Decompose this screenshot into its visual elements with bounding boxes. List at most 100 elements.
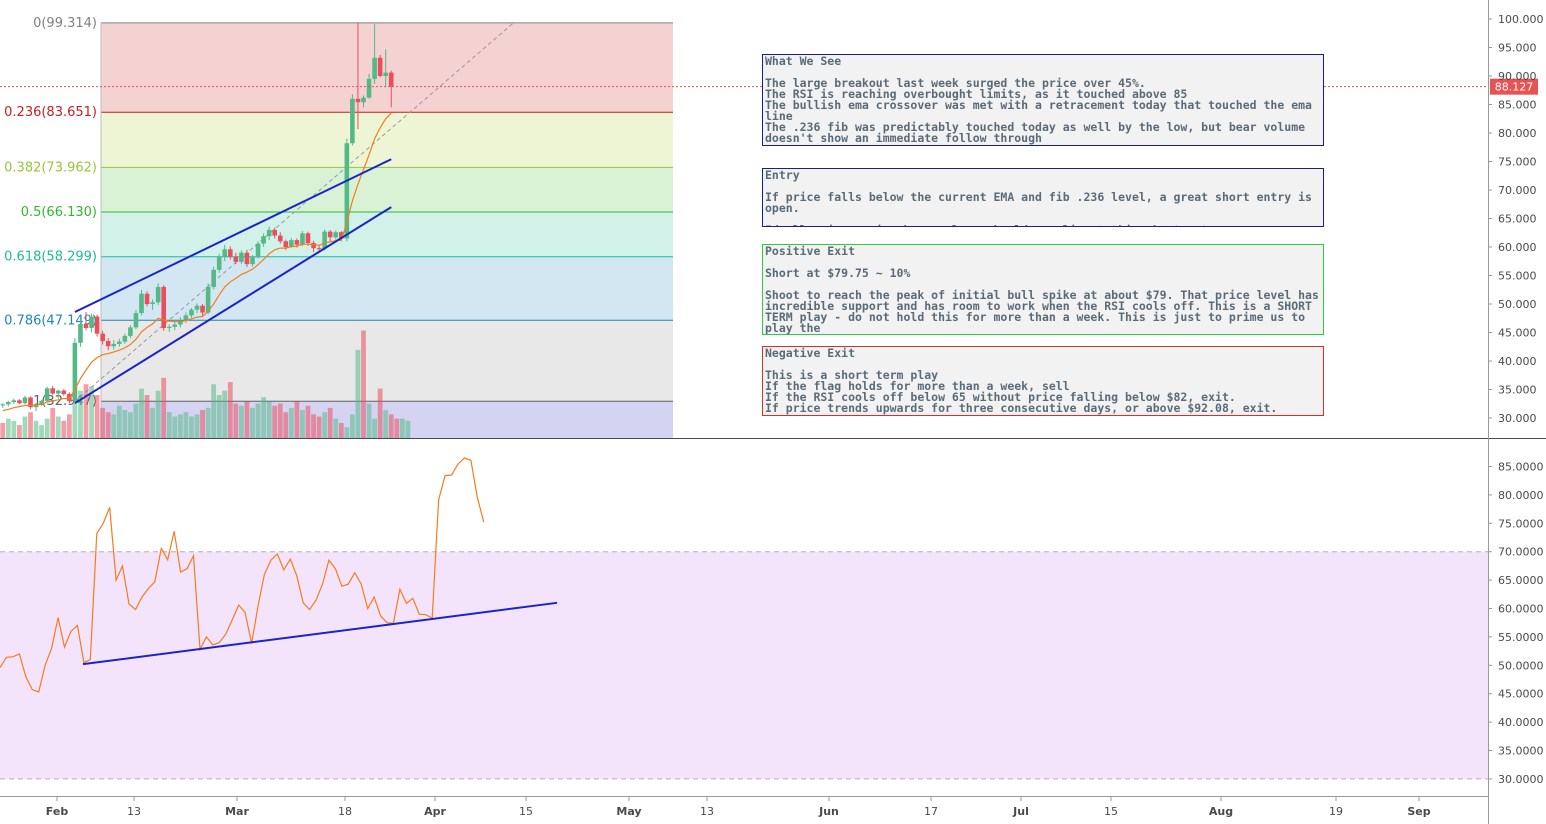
candle[interactable] [333, 232, 339, 238]
candle[interactable] [166, 326, 172, 328]
note-line: line [765, 109, 793, 123]
volume-bar [255, 403, 261, 438]
candle[interactable] [83, 323, 89, 328]
candle[interactable] [239, 252, 244, 262]
fib-level-label: 0(99.314) [33, 16, 97, 31]
candle[interactable] [111, 343, 117, 347]
price-tick-label: 35.000 [1498, 384, 1537, 397]
volume-bar [116, 405, 122, 438]
candle[interactable] [122, 335, 128, 342]
candle[interactable] [89, 316, 94, 328]
candle[interactable] [39, 400, 44, 405]
candle[interactable] [139, 293, 144, 314]
candle[interactable] [361, 97, 366, 103]
last-price-badge [1490, 78, 1538, 95]
rsi-tick-label: 35.0000 [1498, 745, 1544, 758]
candle[interactable] [133, 313, 139, 328]
candle[interactable] [250, 257, 255, 265]
candle[interactable] [94, 316, 100, 334]
candle[interactable] [0, 404, 6, 406]
candle[interactable] [350, 98, 355, 144]
candle[interactable] [261, 236, 266, 244]
candle[interactable] [144, 293, 150, 304]
volume-bar [133, 403, 139, 438]
candle[interactable] [28, 397, 33, 408]
candle[interactable] [289, 240, 294, 247]
candle[interactable] [50, 388, 55, 394]
channel-lower-trendline[interactable] [74, 206, 392, 405]
candle[interactable] [277, 235, 283, 242]
candle[interactable] [205, 286, 211, 313]
volume-bar [239, 405, 244, 438]
rsi-trendline[interactable] [82, 601, 558, 666]
note-line: incredible support and has room to work … [765, 299, 1312, 313]
volume-bar [105, 412, 111, 438]
candle[interactable] [183, 315, 189, 321]
candle[interactable] [211, 269, 216, 287]
fib-zone [101, 22, 673, 113]
candle[interactable] [377, 57, 383, 76]
candle[interactable] [22, 397, 28, 404]
candle[interactable] [128, 327, 133, 336]
candle[interactable] [383, 72, 388, 76]
candle[interactable] [283, 241, 289, 247]
candle[interactable] [44, 388, 50, 401]
candle[interactable] [272, 229, 277, 236]
candle[interactable] [322, 231, 327, 249]
candle[interactable] [11, 400, 17, 403]
volume-bar [94, 395, 100, 438]
candle[interactable] [150, 302, 155, 304]
candle[interactable] [161, 286, 166, 328]
candle[interactable] [55, 390, 61, 394]
candle[interactable] [266, 229, 272, 237]
candle[interactable] [228, 249, 233, 257]
candle[interactable] [6, 402, 11, 405]
candle[interactable] [344, 143, 350, 239]
candle[interactable] [327, 231, 333, 238]
note-what-we-see[interactable]: What We See The large breakout last week … [762, 54, 1324, 146]
candle[interactable] [372, 57, 377, 79]
candle[interactable] [300, 233, 305, 245]
candle[interactable] [316, 248, 322, 250]
candle[interactable] [216, 256, 222, 270]
candle[interactable] [100, 333, 105, 342]
candle[interactable] [172, 324, 178, 327]
candle[interactable] [194, 305, 200, 310]
candle[interactable] [388, 72, 394, 87]
candle[interactable] [178, 320, 183, 325]
candle[interactable] [355, 98, 361, 103]
ema-line [2, 112, 392, 412]
candle[interactable] [200, 305, 205, 313]
candle[interactable] [61, 390, 67, 395]
channel-upper-trendline[interactable] [74, 158, 392, 313]
candle[interactable] [222, 249, 228, 257]
candle[interactable] [33, 404, 39, 408]
candle[interactable] [339, 232, 344, 239]
note-positive-exit[interactable]: Positive Exit Short at $79.75 ~ 10% Shoot … [762, 244, 1324, 335]
candle[interactable] [189, 309, 194, 316]
candle[interactable] [305, 233, 311, 244]
volume-bar [22, 416, 28, 438]
candle[interactable] [78, 323, 83, 343]
price-tick-label: 65.000 [1498, 213, 1537, 226]
volume-bar [172, 416, 178, 438]
volume-bar [294, 401, 300, 438]
candle[interactable] [72, 342, 78, 401]
candle[interactable] [105, 341, 111, 347]
candle[interactable] [117, 341, 122, 344]
volume-bar [100, 407, 106, 438]
candle[interactable] [233, 256, 239, 262]
candle[interactable] [311, 243, 316, 249]
candle[interactable] [294, 240, 300, 245]
fib-diagonal-line [74, 22, 514, 402]
fib-zone [101, 320, 673, 402]
candle[interactable] [366, 78, 372, 98]
note-negative-exit[interactable]: Negative Exit This is a short term play If… [762, 346, 1324, 416]
note-entry[interactable]: Entry If price falls below the current EM… [762, 168, 1324, 227]
candle[interactable] [255, 243, 261, 258]
volume-bar [322, 412, 328, 438]
candle[interactable] [155, 286, 161, 303]
candle[interactable] [17, 400, 22, 404]
candle[interactable] [244, 252, 250, 265]
